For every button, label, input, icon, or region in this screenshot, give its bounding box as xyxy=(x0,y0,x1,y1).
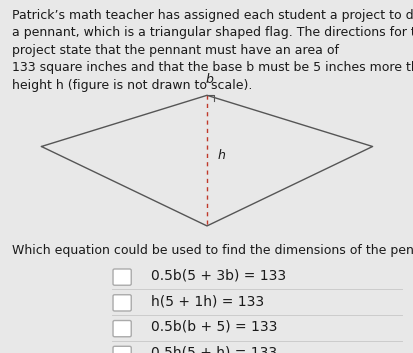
Text: 0.5h(5 + h) = 133: 0.5h(5 + h) = 133 xyxy=(151,346,277,353)
Text: b: b xyxy=(204,73,213,86)
Text: h(5 + 1h) = 133: h(5 + 1h) = 133 xyxy=(151,294,263,308)
FancyBboxPatch shape xyxy=(113,346,131,353)
Text: 0.5b(5 + 3b) = 133: 0.5b(5 + 3b) = 133 xyxy=(151,268,285,282)
Text: Which equation could be used to find the dimensions of the pennant?: Which equation could be used to find the… xyxy=(12,244,413,257)
FancyBboxPatch shape xyxy=(113,269,131,285)
FancyBboxPatch shape xyxy=(113,295,131,311)
Text: h: h xyxy=(217,149,225,162)
FancyBboxPatch shape xyxy=(113,321,131,337)
Text: Patrick’s math teacher has assigned each student a project to design
a pennant, : Patrick’s math teacher has assigned each… xyxy=(12,9,413,92)
Text: 0.5b(b + 5) = 133: 0.5b(b + 5) = 133 xyxy=(151,320,277,334)
